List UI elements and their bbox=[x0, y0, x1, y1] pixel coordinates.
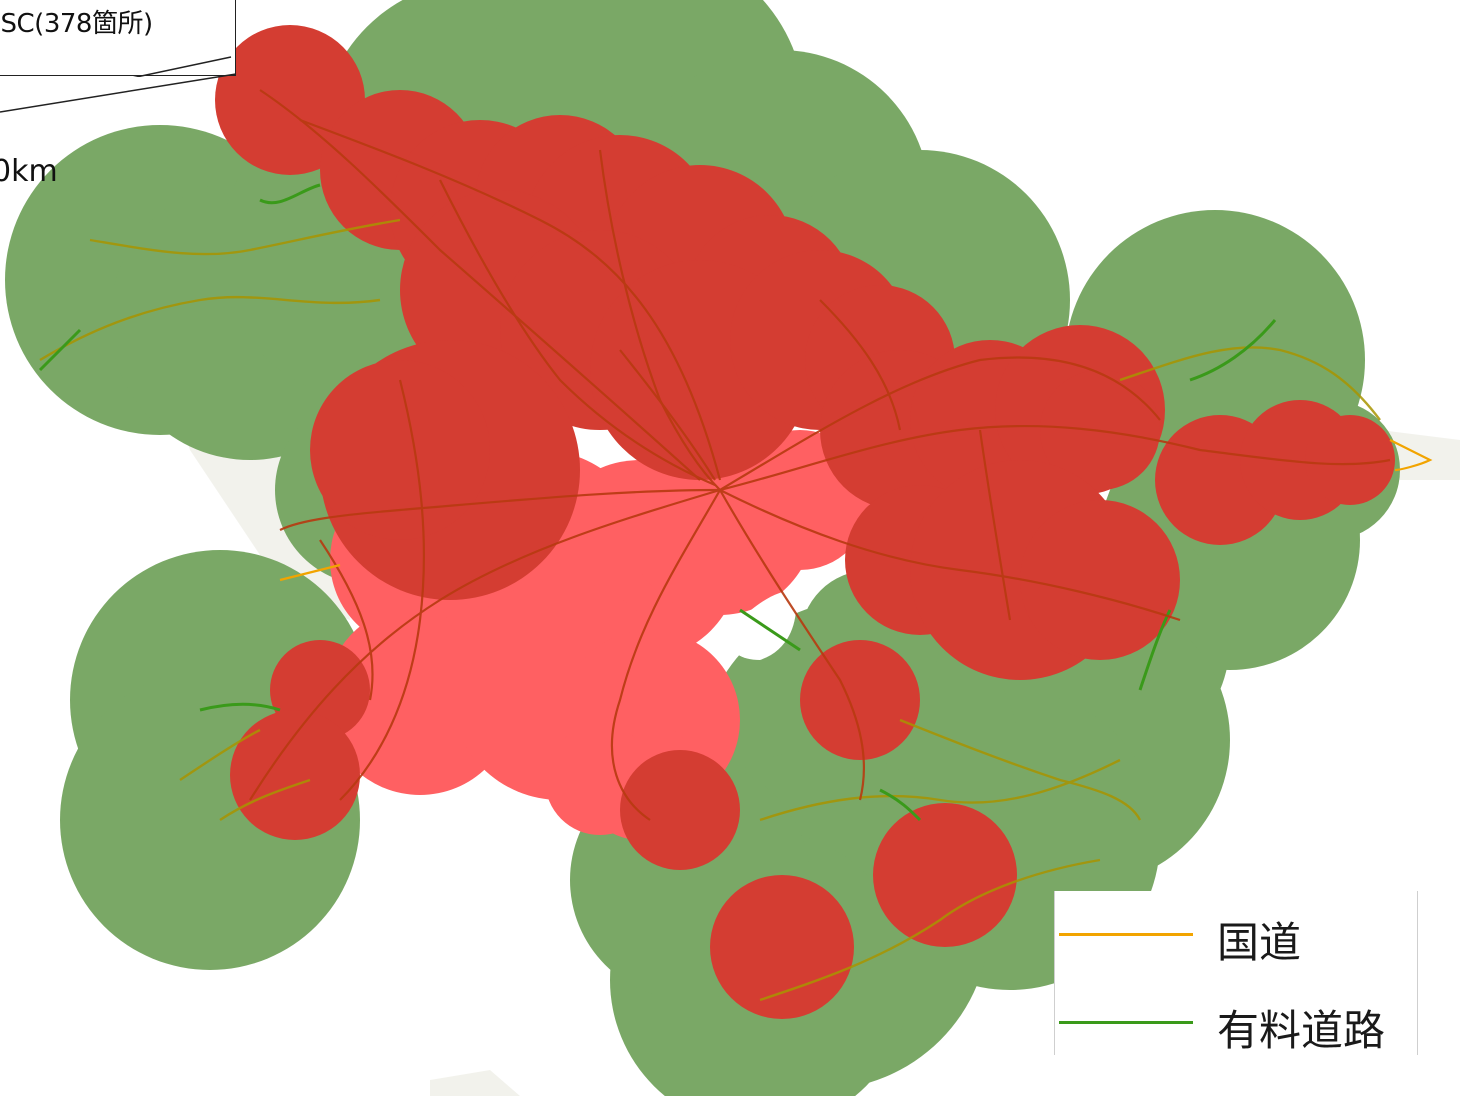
callout-pointer bbox=[132, 56, 232, 77]
national-road-layer bbox=[39, 218, 1381, 1002]
orange-route-layer bbox=[279, 439, 1433, 582]
legend-toll-road-swatch bbox=[1059, 1021, 1193, 1024]
inner-buffer-layer bbox=[215, 25, 1395, 1019]
legend-item-national-road: 国道 bbox=[1055, 903, 1417, 967]
scale-label: 0km bbox=[0, 154, 58, 189]
legend-national-road-label: 国道 bbox=[1217, 918, 1302, 967]
legend-item-toll-road: 有料道路 bbox=[1055, 991, 1417, 1055]
map-legend: 国道 有料道路 bbox=[1054, 891, 1418, 1055]
toll-road-layer bbox=[38, 183, 1277, 822]
expressway-layer bbox=[249, 89, 1391, 821]
legend-national-road-swatch bbox=[1059, 933, 1193, 936]
legend-toll-road-label: 有料道路 bbox=[1217, 1006, 1386, 1055]
callout-pointer-line bbox=[0, 73, 237, 113]
callout-label: DSC(378箇所) bbox=[0, 9, 153, 39]
callout-box: DSC(378箇所) bbox=[0, 0, 236, 77]
